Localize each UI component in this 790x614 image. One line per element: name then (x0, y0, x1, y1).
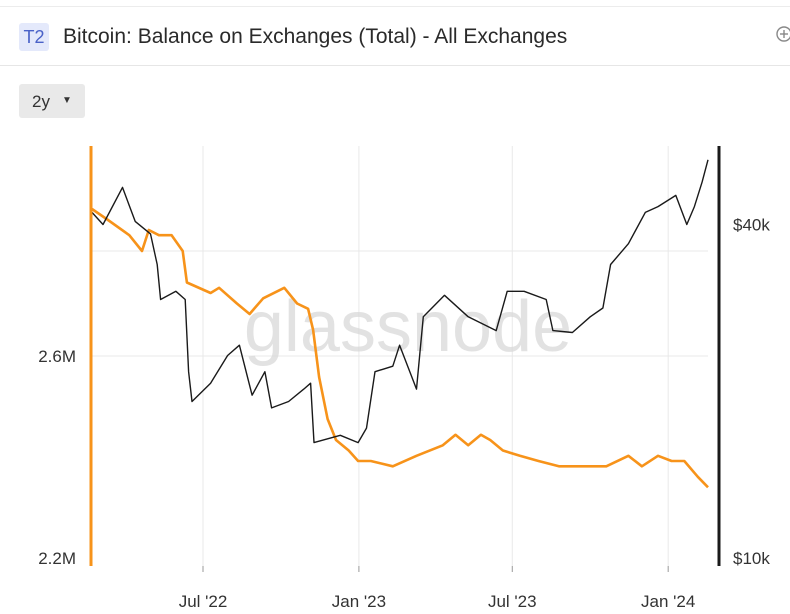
x-tick-label-0: Jul '22 (179, 592, 228, 611)
plus-circle-icon[interactable] (774, 24, 790, 44)
time-range-dropdown[interactable]: 2y ▼ (19, 84, 85, 118)
price-series-line (91, 159, 709, 444)
x-tick-label-2: Jul '23 (488, 592, 537, 611)
y-axis-ticks: 2.2M 2.6M $10k $40k (38, 215, 770, 568)
tier-badge: T2 (19, 23, 49, 51)
caret-down-icon: ▼ (62, 95, 72, 106)
x-tick-label-3: Jan '24 (641, 592, 695, 611)
chart-header: T2 Bitcoin: Balance on Exchanges (Total)… (0, 7, 790, 66)
chart-title: Bitcoin: Balance on Exchanges (Total) - … (63, 25, 568, 48)
series-layer (91, 159, 709, 489)
balance-series-line (91, 207, 709, 489)
x-tick-label-1: Jan '23 (332, 592, 386, 611)
y-right-tick-label-1: $40k (733, 215, 770, 234)
top-divider (0, 6, 790, 7)
grid-lines (92, 146, 708, 566)
x-axis-ticks: Jul '22 Jan '23 Jul '23 Jan '24 (179, 566, 695, 611)
y-left-tick-label-1: 2.6M (38, 347, 76, 366)
y-left-tick-label-0: 2.2M (38, 549, 76, 568)
time-range-label: 2y (32, 92, 50, 111)
watermark: glassnode (244, 287, 572, 367)
y-right-tick-label-0: $10k (733, 549, 770, 568)
